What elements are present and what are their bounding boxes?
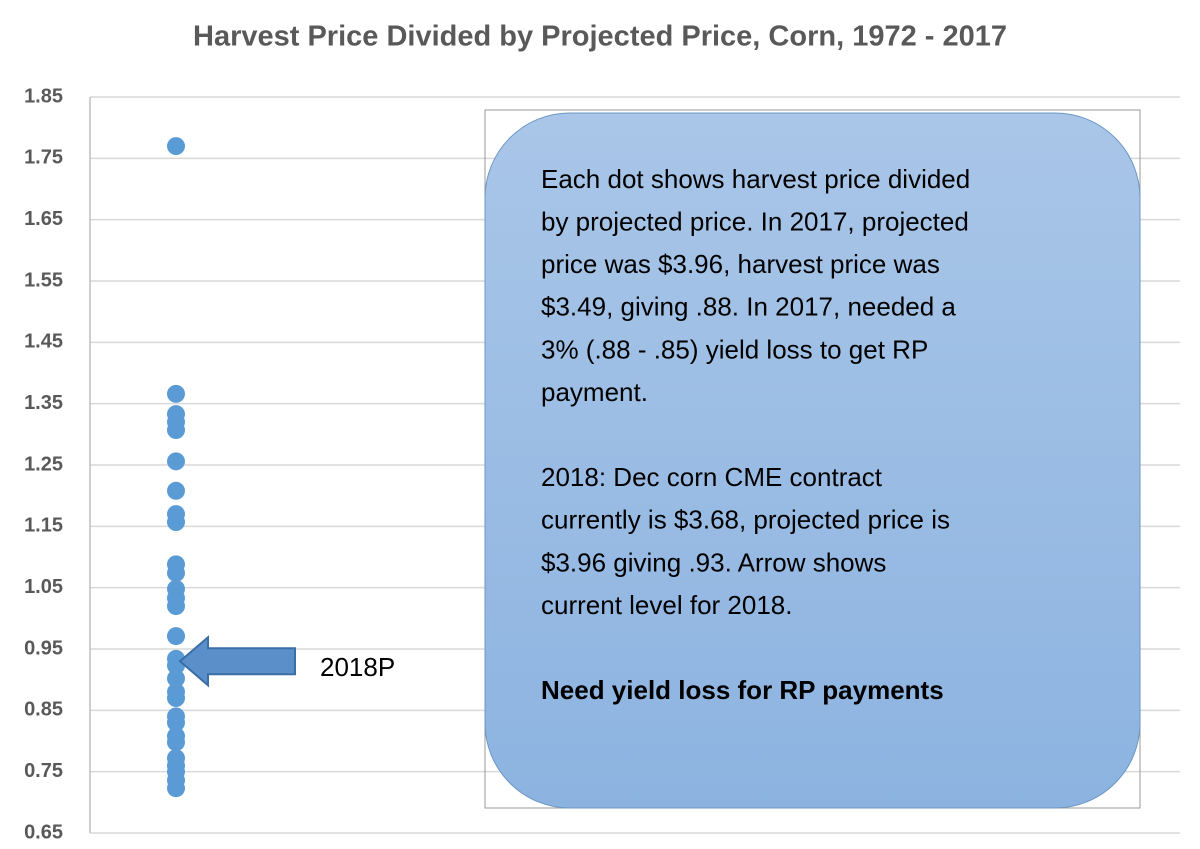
dot [167,481,185,500]
dot [167,779,185,798]
dot [167,669,185,688]
dot [167,689,185,708]
box-line: $3.96 giving .93. Arrow shows [541,547,886,577]
y-tick-label: 0.85 [24,699,63,721]
box-line: currently is $3.68, projected price is [541,505,950,535]
chart-title: Harvest Price Divided by Projected Price… [193,21,1007,53]
dot [167,452,185,471]
y-tick-label: 1.45 [24,331,63,353]
box-line: payment. [541,377,648,407]
y-tick-label: 1.15 [24,515,63,537]
box-line: 3% (.88 - .85) yield loss to get RP [541,334,928,364]
y-tick-label: 0.95 [24,637,63,659]
dot [167,137,185,156]
dot [167,627,185,646]
y-tick-label: 1.25 [24,453,63,475]
y-tick-label: 1.85 [24,85,63,107]
dots [167,137,185,798]
arrow [178,635,296,688]
dot [167,733,185,752]
y-tick-label: 1.35 [24,392,63,414]
box-line: $3.49, giving .88. In 2017, needed a [541,292,956,322]
dot [167,513,185,532]
box-line: 2018: Dec corn CME contract [541,462,883,492]
y-tick-label: 0.65 [24,821,63,843]
dot [167,713,185,732]
y-tick-label: 1.05 [24,576,63,598]
text-box [484,112,1141,809]
y-tick-label: 1.55 [24,269,63,291]
dot [167,421,185,440]
box-line: Each dot shows harvest price divided [541,164,970,194]
box-line: by projected price. In 2017, projected [541,206,969,236]
dot [167,384,185,403]
box-line: current level for 2018. [541,590,792,620]
dot [167,597,185,616]
box-line: price was $3.96, harvest price was [541,249,940,279]
y-tick-label: 0.75 [24,760,63,782]
box-line: Need yield loss for RP payments [541,675,944,705]
box-text: Each dot shows harvest price divided by p… [541,164,970,705]
arrow-label: 2018P [320,652,395,682]
y-tick-label: 1.65 [24,208,63,230]
y-tick-label: 1.75 [24,147,63,169]
dot [167,563,185,582]
